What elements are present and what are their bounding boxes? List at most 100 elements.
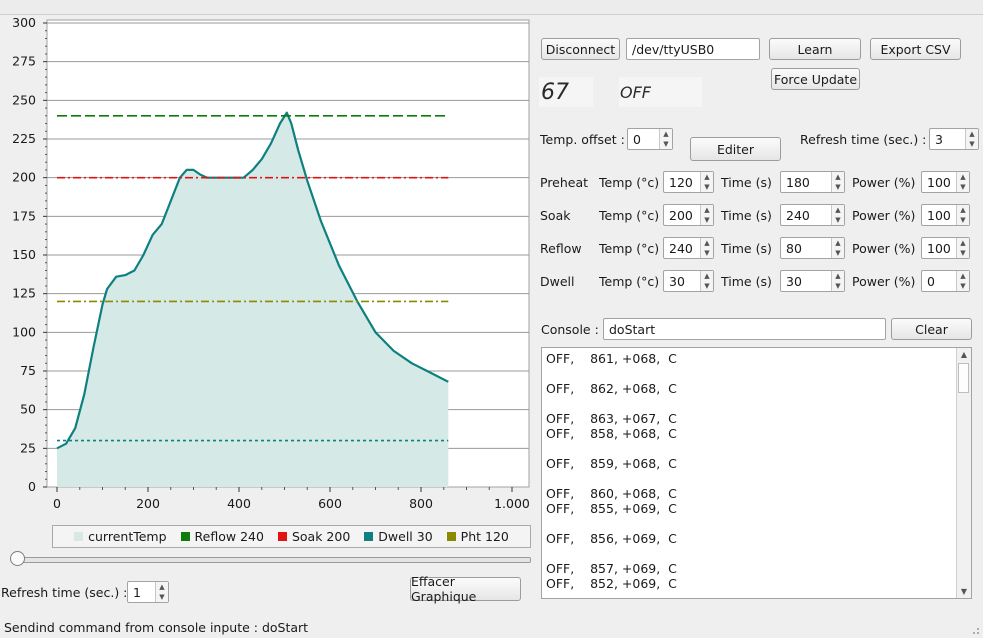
spin-down-icon[interactable]: ▼ xyxy=(704,216,710,224)
stage-label-dwell: Dwell xyxy=(540,274,575,289)
power-label: Power (%) xyxy=(852,241,916,256)
stage-label-soak: Soak xyxy=(540,208,571,223)
spin-down-icon[interactable]: ▼ xyxy=(960,216,966,224)
console-line: OFF, 863, +067, C xyxy=(546,411,677,426)
scrollbar-thumb[interactable] xyxy=(958,363,969,393)
legend-label: Pht 120 xyxy=(460,529,509,544)
port-input[interactable]: /dev/ttyUSB0 xyxy=(626,38,760,60)
spin-down-icon[interactable]: ▼ xyxy=(960,282,966,290)
legend-swatch xyxy=(364,532,374,541)
time-label: Time (s) xyxy=(721,208,772,223)
legend-label: Reflow 240 xyxy=(194,529,264,544)
console-clear-button[interactable]: Clear xyxy=(891,318,972,340)
spin-up-icon[interactable]: ▲ xyxy=(835,206,841,214)
spin-down-icon[interactable]: ▼ xyxy=(835,282,841,290)
console-line xyxy=(546,366,677,381)
legend-label: Soak 200 xyxy=(291,529,351,544)
spin-up-icon[interactable]: ▲ xyxy=(960,173,966,181)
spin-down-icon[interactable]: ▼ xyxy=(835,249,841,257)
editer-button[interactable]: Editer xyxy=(690,137,781,161)
spin-up-icon[interactable]: ▲ xyxy=(835,173,841,181)
scroll-down-icon[interactable]: ▼ xyxy=(960,587,968,596)
series-area-currentTemp xyxy=(57,112,449,487)
spin-up-icon[interactable]: ▲ xyxy=(159,583,165,591)
spin-up-icon[interactable]: ▲ xyxy=(960,206,966,214)
legend-item: Reflow 240 xyxy=(180,529,264,544)
refresh-time-spinbox[interactable]: 3 ▲ ▼ xyxy=(929,128,979,150)
legend-swatch xyxy=(74,532,84,541)
x-tick-label: 400 xyxy=(227,496,251,511)
spin-up-icon[interactable]: ▲ xyxy=(704,239,710,247)
learn-button[interactable]: Learn xyxy=(769,38,861,60)
window-titlebar xyxy=(0,0,983,15)
time-spinbox[interactable]: 240 ▲ ▼ xyxy=(780,204,845,226)
power-spinbox[interactable]: 0 ▲ ▼ xyxy=(921,270,970,292)
legend-item: Soak 200 xyxy=(277,529,351,544)
spin-down-icon[interactable]: ▼ xyxy=(704,249,710,257)
power-spinbox[interactable]: 100 ▲ ▼ xyxy=(921,237,970,259)
power-spinbox-value: 100 xyxy=(927,207,951,223)
spin-up-icon[interactable]: ▲ xyxy=(663,130,669,138)
spin-down-icon[interactable]: ▼ xyxy=(969,140,975,148)
spin-down-icon[interactable]: ▼ xyxy=(835,216,841,224)
clear-graph-button[interactable]: Effacer Graphique xyxy=(410,574,521,604)
temp-spinbox[interactable]: 200 ▲ ▼ xyxy=(663,204,714,226)
disconnect-button[interactable]: Disconnect xyxy=(541,38,620,60)
export-csv-button[interactable]: Export CSV xyxy=(870,38,961,60)
temp-spinbox[interactable]: 240 ▲ ▼ xyxy=(663,237,714,259)
console-input[interactable]: doStart xyxy=(603,318,886,340)
x-tick-label: 1.000 xyxy=(494,496,530,511)
power-spinbox[interactable]: 100 ▲ ▼ xyxy=(921,204,970,226)
legend-item: Dwell 30 xyxy=(364,529,433,544)
temp-label: Temp (°c) xyxy=(599,175,660,190)
spin-up-icon[interactable]: ▲ xyxy=(835,239,841,247)
temp-label: Temp (°c) xyxy=(599,208,660,223)
chart-slider-handle[interactable] xyxy=(10,551,25,566)
spin-up-icon[interactable]: ▲ xyxy=(704,173,710,181)
scroll-up-icon[interactable]: ▲ xyxy=(960,350,968,359)
left-refresh-spinbox[interactable]: 1 ▲ ▼ xyxy=(127,581,169,603)
spin-down-icon[interactable]: ▼ xyxy=(159,593,165,601)
spin-down-icon[interactable]: ▼ xyxy=(835,183,841,191)
temp-offset-spinbox[interactable]: 0 ▲ ▼ xyxy=(627,128,673,150)
console-output[interactable]: OFF, 861, +068, C OFF, 862, +068, C OFF, 8… xyxy=(541,347,972,599)
x-tick-label: 200 xyxy=(136,496,160,511)
power-label: Power (%) xyxy=(852,208,916,223)
console-scrollbar[interactable]: ▲ ▼ xyxy=(956,348,971,598)
chart-slider-track[interactable] xyxy=(12,557,531,563)
temp-spinbox[interactable]: 30 ▲ ▼ xyxy=(663,270,714,292)
temp-offset-value: 0 xyxy=(633,131,641,147)
temp-offset-label: Temp. offset : xyxy=(540,132,625,147)
console-line: OFF, 855, +069, C xyxy=(546,501,677,516)
y-tick-label: 200 xyxy=(12,170,36,185)
spin-down-icon[interactable]: ▼ xyxy=(960,183,966,191)
time-spinbox-value: 180 xyxy=(786,174,810,190)
stage-label-preheat: Preheat xyxy=(540,175,589,190)
spin-up-icon[interactable]: ▲ xyxy=(704,272,710,280)
refresh-time-value: 3 xyxy=(935,131,943,147)
spin-up-icon[interactable]: ▲ xyxy=(960,239,966,247)
force-update-button[interactable]: Force Update xyxy=(771,68,860,90)
spin-down-icon[interactable]: ▼ xyxy=(704,183,710,191)
spin-up-icon[interactable]: ▲ xyxy=(704,206,710,214)
time-spinbox[interactable]: 30 ▲ ▼ xyxy=(780,270,845,292)
time-spinbox-value: 80 xyxy=(786,240,802,256)
spin-up-icon[interactable]: ▲ xyxy=(960,272,966,280)
power-spinbox[interactable]: 100 ▲ ▼ xyxy=(921,171,970,193)
spin-up-icon[interactable]: ▲ xyxy=(835,272,841,280)
temp-spinbox[interactable]: 120 ▲ ▼ xyxy=(663,171,714,193)
spin-down-icon[interactable]: ▼ xyxy=(663,140,669,148)
y-tick-label: 225 xyxy=(12,131,36,146)
time-spinbox[interactable]: 180 ▲ ▼ xyxy=(780,171,845,193)
temp-label: Temp (°c) xyxy=(599,241,660,256)
y-tick-label: 250 xyxy=(12,92,36,107)
console-line: OFF, 852, +069, C xyxy=(546,576,677,591)
spin-down-icon[interactable]: ▼ xyxy=(960,249,966,257)
console-line: OFF, 858, +068, C xyxy=(546,426,677,441)
spin-down-icon[interactable]: ▼ xyxy=(704,282,710,290)
console-line xyxy=(546,516,677,531)
spin-up-icon[interactable]: ▲ xyxy=(969,130,975,138)
time-spinbox[interactable]: 80 ▲ ▼ xyxy=(780,237,845,259)
resize-grip-icon[interactable] xyxy=(968,623,980,635)
left-refresh-value: 1 xyxy=(133,584,141,600)
